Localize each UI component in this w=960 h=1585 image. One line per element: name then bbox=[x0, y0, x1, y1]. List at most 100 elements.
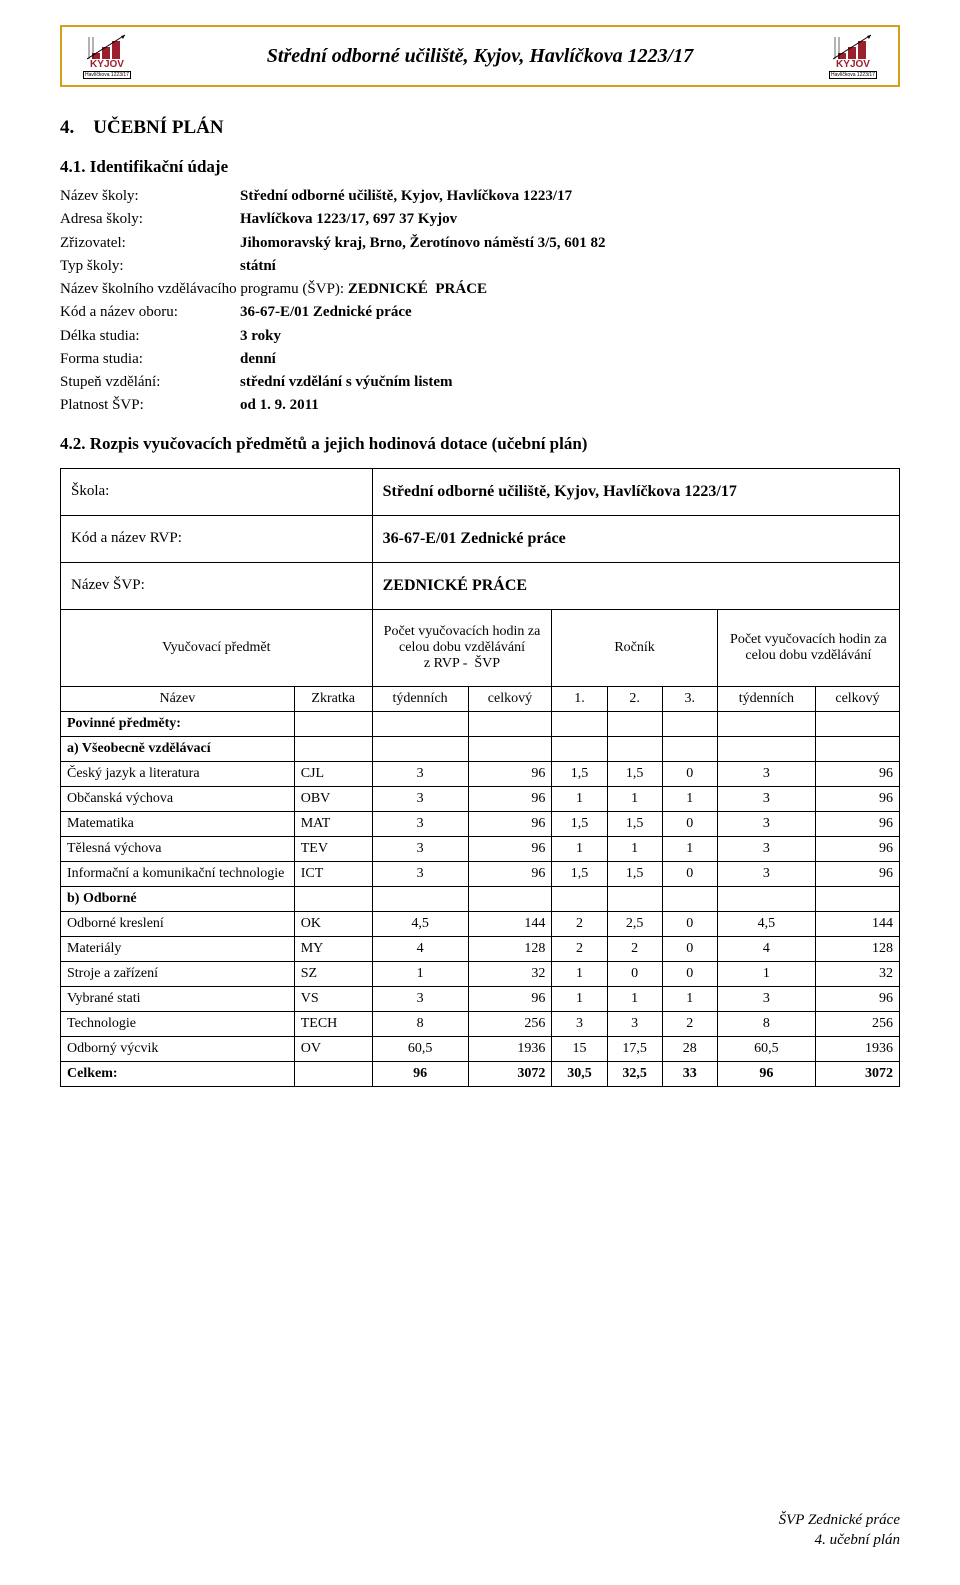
cell: 2,5 bbox=[607, 911, 662, 936]
cell: 3 bbox=[717, 761, 815, 786]
col-r2: 2. bbox=[607, 686, 662, 711]
info-row: Kód a název oboru:36-67-E/01 Zednické pr… bbox=[60, 301, 900, 324]
info-value: Jihomoravský kraj, Brno, Žerotínovo námě… bbox=[240, 232, 900, 255]
table-row: TechnologieTECH82563328256 bbox=[61, 1011, 900, 1036]
table-row: Název ŠVP: ZEDNICKÉ PRÁCE bbox=[61, 562, 900, 609]
cell: 0 bbox=[662, 936, 717, 961]
cell: 3 bbox=[717, 786, 815, 811]
cell: 96 bbox=[468, 986, 552, 1011]
info-row: Stupeň vzdělání:střední vzdělání s výučn… bbox=[60, 371, 900, 394]
row-odbor: b) Odborné bbox=[61, 886, 900, 911]
row-totals: Celkem: 96 3072 30,5 32,5 33 96 3072 bbox=[61, 1061, 900, 1086]
row-vseob: a) Všeobecně vzdělávací bbox=[61, 736, 900, 761]
cell: MY bbox=[294, 936, 372, 961]
cell-total-z bbox=[294, 1061, 372, 1086]
info-row-program: Název školního vzdělávacího programu (ŠV… bbox=[60, 278, 900, 301]
cell-skola-value: Střední odborné učiliště, Kyjov, Havlíčk… bbox=[372, 468, 899, 515]
cell-total-c2: 3072 bbox=[816, 1061, 900, 1086]
cell: 128 bbox=[468, 936, 552, 961]
table-row: Stroje a zařízeníSZ132100132 bbox=[61, 961, 900, 986]
cell: 2 bbox=[552, 911, 607, 936]
cell: 96 bbox=[816, 761, 900, 786]
cell: 96 bbox=[468, 836, 552, 861]
info-row: Délka studia:3 roky bbox=[60, 325, 900, 348]
cell-nazev-value: ZEDNICKÉ PRÁCE bbox=[372, 562, 899, 609]
table-row: Český jazyk a literaturaCJL3961,51,50396 bbox=[61, 761, 900, 786]
cell-total-t: 96 bbox=[372, 1061, 468, 1086]
table-row: Vybrané statiVS396111396 bbox=[61, 986, 900, 1011]
cell: 96 bbox=[468, 861, 552, 886]
logo-subtext: Havlíčkova 1223/17 bbox=[83, 71, 131, 79]
identification-info: Název školy:Střední odborné učiliště, Ky… bbox=[60, 185, 900, 418]
cell-predmet-head: Vyučovací předmět bbox=[61, 609, 373, 686]
cell: 2 bbox=[607, 936, 662, 961]
cell: Odborný výcvik bbox=[61, 1036, 295, 1061]
cell: TEV bbox=[294, 836, 372, 861]
cell: CJL bbox=[294, 761, 372, 786]
cell: Materiály bbox=[61, 936, 295, 961]
info-row: Forma studia:denní bbox=[60, 348, 900, 371]
info-row: Název školy:Střední odborné učiliště, Ky… bbox=[60, 185, 900, 208]
cell: Odborné kreslení bbox=[61, 911, 295, 936]
table-row: Škola: Střední odborné učiliště, Kyjov, … bbox=[61, 468, 900, 515]
logo-text: KYJOV bbox=[90, 60, 124, 70]
cell: VS bbox=[294, 986, 372, 1011]
cell-total-r2: 32,5 bbox=[607, 1061, 662, 1086]
cell: 1 bbox=[607, 986, 662, 1011]
logo-left: KYJOV Havlíčkova 1223/17 bbox=[72, 31, 142, 81]
table-row: Občanská výchovaOBV396111396 bbox=[61, 786, 900, 811]
cell: 1 bbox=[662, 786, 717, 811]
cell: 3 bbox=[372, 986, 468, 1011]
table-row: Vyučovací předmět Počet vyučovacích hodi… bbox=[61, 609, 900, 686]
table-row: Odborné kresleníOK4,514422,504,5144 bbox=[61, 911, 900, 936]
cell-total-n: Celkem: bbox=[61, 1061, 295, 1086]
cell: 0 bbox=[662, 811, 717, 836]
col-celk2: celkový bbox=[816, 686, 900, 711]
cell-total-c: 3072 bbox=[468, 1061, 552, 1086]
cell: 256 bbox=[468, 1011, 552, 1036]
cell: OV bbox=[294, 1036, 372, 1061]
logo-text-r: KYJOV bbox=[836, 60, 870, 70]
section-41-heading: 4.1. Identifikační údaje bbox=[60, 157, 900, 177]
cell-kod-value: 36-67-E/01 Zednické práce bbox=[372, 515, 899, 562]
table-row: Tělesná výchovaTEV396111396 bbox=[61, 836, 900, 861]
cell: 1 bbox=[607, 786, 662, 811]
cell-skola-label: Škola: bbox=[61, 468, 373, 515]
cell: 3 bbox=[552, 1011, 607, 1036]
cell: 1 bbox=[662, 986, 717, 1011]
table-row: MatematikaMAT3961,51,50396 bbox=[61, 811, 900, 836]
cell: 0 bbox=[662, 961, 717, 986]
info-value: 36-67-E/01 Zednické práce bbox=[240, 301, 900, 324]
cell: Technologie bbox=[61, 1011, 295, 1036]
cell: 3 bbox=[607, 1011, 662, 1036]
logo-right: KYJOV Havlíčkova 1223/17 bbox=[818, 31, 888, 81]
section-4-title: UČEBNÍ PLÁN bbox=[93, 117, 223, 138]
footer-line1: ŠVP Zednické práce bbox=[779, 1511, 900, 1531]
cell: TECH bbox=[294, 1011, 372, 1036]
cell: 96 bbox=[816, 986, 900, 1011]
cell: 96 bbox=[816, 811, 900, 836]
section-41-title: Identifikační údaje bbox=[90, 157, 228, 176]
cell: 60,5 bbox=[717, 1036, 815, 1061]
cell-total-r1: 30,5 bbox=[552, 1061, 607, 1086]
cell: 17,5 bbox=[607, 1036, 662, 1061]
cell: 3 bbox=[717, 986, 815, 1011]
cell: 1936 bbox=[816, 1036, 900, 1061]
info-label: Kód a název oboru: bbox=[60, 301, 240, 324]
cell: 144 bbox=[468, 911, 552, 936]
cell: 8 bbox=[372, 1011, 468, 1036]
info-label: Název školy: bbox=[60, 185, 240, 208]
cell: 1 bbox=[662, 836, 717, 861]
cell: 96 bbox=[468, 761, 552, 786]
section-42-number: 4.2. bbox=[60, 434, 86, 453]
cell: 60,5 bbox=[372, 1036, 468, 1061]
cell: 1,5 bbox=[607, 861, 662, 886]
cell: 8 bbox=[717, 1011, 815, 1036]
cell: 1,5 bbox=[552, 761, 607, 786]
cell-odbor: b) Odborné bbox=[61, 886, 295, 911]
cell: Stroje a zařízení bbox=[61, 961, 295, 986]
cell: 96 bbox=[816, 836, 900, 861]
cell: 15 bbox=[552, 1036, 607, 1061]
info-label: Stupeň vzdělání: bbox=[60, 371, 240, 394]
cell: 1 bbox=[372, 961, 468, 986]
